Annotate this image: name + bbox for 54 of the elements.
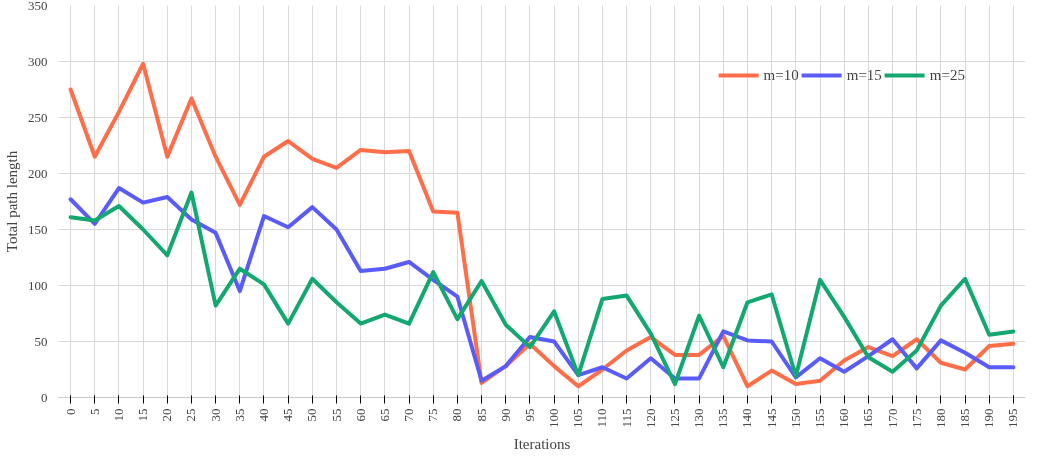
x-tick-label: 160 — [836, 408, 852, 428]
x-tick-label: 140 — [739, 408, 755, 428]
x-tick-label: 65 — [376, 408, 392, 422]
x-tick-label: 105 — [570, 408, 586, 428]
x-tick-label: 40 — [255, 408, 271, 422]
x-tick-label: 35 — [231, 408, 247, 422]
x-tick-label: 130 — [691, 408, 707, 428]
x-tick-label: 45 — [280, 408, 296, 422]
x-tick-label: 70 — [401, 408, 417, 422]
x-tick-label: 145 — [763, 408, 779, 428]
x-tick-label: 20 — [159, 408, 175, 422]
x-tick-label: 25 — [183, 408, 199, 422]
x-tick-label: 120 — [642, 408, 658, 428]
x-tick-label: 80 — [449, 408, 465, 422]
x-tick-label: 85 — [473, 408, 489, 422]
y-tick-label: 50 — [34, 333, 48, 349]
x-axis-title: Iterations — [513, 436, 571, 452]
x-tick-label: 175 — [908, 408, 924, 428]
x-tick-label: 165 — [860, 408, 876, 428]
y-tick-label: 0 — [41, 389, 48, 405]
x-tick-label: 115 — [618, 408, 634, 428]
x-tick-label: 185 — [957, 408, 973, 428]
y-tick-label: 350 — [28, 0, 48, 13]
x-tick-label: 75 — [425, 408, 441, 422]
x-tick-label: 10 — [110, 408, 126, 422]
x-tick-label: 95 — [521, 408, 537, 422]
y-tick-label: 250 — [28, 109, 48, 125]
x-tick-label: 30 — [207, 408, 223, 422]
x-tick-label: 15 — [135, 408, 151, 422]
x-tick-label: 110 — [594, 408, 610, 428]
x-tick-label: 100 — [546, 408, 562, 428]
x-tick-label: 180 — [932, 408, 948, 428]
x-tick-label: 60 — [352, 408, 368, 422]
x-tick-label: 0 — [62, 408, 78, 415]
x-tick-label: 125 — [666, 408, 682, 428]
y-tick-label: 300 — [28, 53, 48, 69]
y-tick-label: 150 — [28, 221, 48, 237]
legend-label: m=15 — [846, 66, 882, 84]
x-tick-label: 155 — [812, 408, 828, 428]
line-series — [68, 61, 1016, 389]
legend-label: m=10 — [763, 66, 799, 84]
x-tick-label: 50 — [304, 408, 320, 422]
legend-label: m=25 — [929, 66, 965, 84]
x-tick-label: 135 — [715, 408, 731, 428]
x-tick-label: 150 — [787, 408, 803, 428]
x-tick-label: 190 — [981, 408, 997, 428]
x-tick-label: 55 — [328, 408, 344, 422]
y-tick-label: 100 — [28, 277, 48, 293]
x-tick-label: 195 — [1005, 408, 1021, 428]
y-axis-title: Total path length — [4, 150, 20, 253]
x-tick-label: 170 — [884, 408, 900, 428]
x-tick-label: 5 — [86, 408, 102, 415]
x-tick-label: 90 — [497, 408, 513, 422]
y-tick-label: 200 — [28, 165, 48, 181]
